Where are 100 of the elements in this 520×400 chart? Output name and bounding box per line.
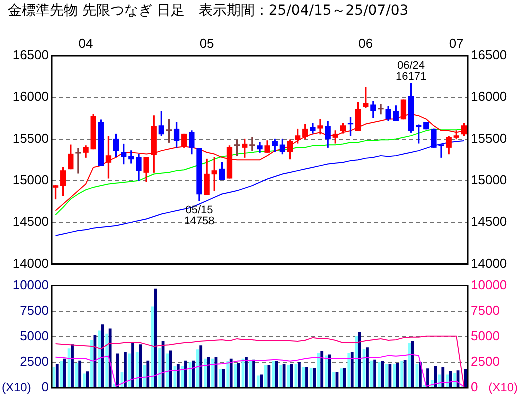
bar (124, 352, 127, 388)
bar (378, 362, 381, 388)
bar (404, 360, 407, 388)
bar (207, 357, 210, 388)
bar (86, 372, 90, 388)
bar (280, 366, 283, 388)
bar (370, 360, 374, 388)
bar (166, 354, 170, 388)
bar (408, 343, 412, 388)
bar (230, 358, 233, 388)
bar (313, 368, 316, 388)
y-tick-label: 14500 (12, 214, 49, 230)
candlestick (250, 137, 256, 152)
x-tick-label: 07 (449, 36, 464, 51)
y-tick-label: 15500 (12, 130, 49, 146)
x-tick-label: 05 (200, 36, 214, 51)
bar (325, 356, 328, 388)
bar (268, 366, 271, 388)
bar (374, 360, 377, 388)
bar (464, 369, 468, 388)
bar (98, 330, 102, 388)
bar (75, 362, 78, 388)
y2-tick-label: 10000 (471, 277, 508, 292)
y2-tick-label: 15500 (471, 130, 508, 146)
bar (184, 360, 188, 388)
y2-tick-label: 0 (471, 380, 478, 395)
bar (64, 358, 66, 388)
bar (204, 358, 207, 388)
text: (X10) (488, 380, 518, 394)
bar (438, 374, 442, 388)
bar (298, 362, 301, 388)
bar (310, 368, 313, 388)
bar (306, 367, 308, 388)
y-tick-label: 2500 (20, 354, 49, 370)
bar (287, 366, 290, 388)
bar (90, 340, 94, 388)
bar (158, 348, 162, 388)
y-tick-label: 10000 (12, 277, 49, 292)
bar (264, 366, 268, 388)
bar (446, 374, 449, 388)
bar (454, 373, 456, 388)
bar (328, 354, 332, 388)
bar (434, 366, 438, 388)
y2-tick-label: 14000 (471, 256, 508, 271)
y-tick-label: 7500 (20, 302, 49, 318)
chart-title: 金標準先物 先限つなぎ 日足 表示期間：25/04/15～25/07/03 (8, 2, 409, 20)
y2-tick-label: 16000 (471, 89, 508, 104)
bar (340, 368, 344, 388)
bar (108, 328, 112, 388)
bar (56, 364, 59, 388)
bar (188, 362, 192, 388)
y2-tick-label: 16500 (471, 48, 508, 63)
bar (136, 352, 139, 388)
bar (358, 332, 362, 388)
bar (226, 361, 230, 388)
y-tick-label: 16500 (12, 48, 49, 63)
bar (272, 361, 275, 388)
bar (317, 353, 320, 388)
y-tick-label: 16000 (12, 89, 49, 104)
annotation: 05/15 14758 (184, 204, 215, 228)
x-tick-label: 06 (358, 36, 374, 51)
bar (139, 344, 142, 388)
y2-tick-label: 5000 (471, 328, 500, 344)
bar (343, 368, 346, 388)
bar (249, 360, 252, 388)
bar (146, 360, 150, 388)
bar (78, 360, 82, 388)
bar (393, 364, 396, 388)
bar (366, 348, 369, 388)
bar (290, 364, 294, 388)
bar (219, 369, 222, 388)
y-tick-label: 0 (42, 380, 49, 395)
bar (332, 372, 336, 388)
bar (245, 357, 248, 388)
y2-tick-label: 2500 (471, 354, 500, 370)
bar (128, 354, 132, 388)
bar (71, 344, 74, 388)
bar (143, 366, 146, 388)
annotation: 06/24 16171 (396, 60, 427, 83)
text: (X10) (2, 380, 32, 394)
bar (212, 358, 214, 388)
y-tick-label: 14000 (12, 256, 49, 271)
bar (386, 364, 388, 388)
x-tick-label: 04 (78, 36, 94, 51)
bar (381, 361, 384, 388)
bar (388, 364, 392, 388)
bar (252, 360, 256, 388)
bar (418, 362, 422, 388)
bar (132, 343, 134, 388)
bar (350, 352, 354, 388)
y2-tick-label: 15000 (471, 172, 508, 188)
bar (442, 368, 445, 388)
bar (82, 374, 86, 388)
bar (196, 350, 200, 388)
candlestick (318, 118, 324, 135)
bar (348, 353, 351, 388)
bar (169, 350, 172, 388)
bar (176, 364, 180, 388)
bar (411, 342, 414, 388)
y-tick-label: 5000 (20, 328, 49, 344)
